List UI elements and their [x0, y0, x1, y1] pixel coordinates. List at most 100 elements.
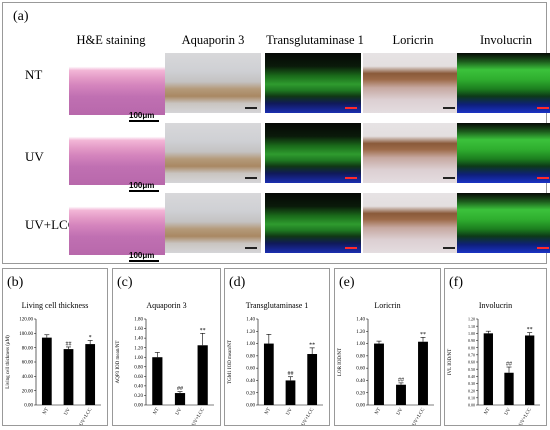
x-tick-label: UV+LCC [192, 407, 207, 425]
bar-chart: AQP3 IOD mean/NT 0.00 0.20 0.40 0.60 0.80 1.00… [116, 318, 214, 425]
significance-marker: ## [177, 386, 183, 392]
x-tick-label: UV+LCC [519, 407, 534, 425]
y-tick-label: 0.70 [468, 352, 475, 357]
mini-scale-bar [245, 107, 257, 109]
mini-scale-bar [443, 177, 455, 179]
mini-scale-bar [537, 107, 549, 109]
bar-uv [174, 393, 186, 405]
y-tick-label: 0.20 [356, 391, 365, 396]
y-tick-label: 0.60 [356, 367, 365, 372]
micrograph-uv-2 [265, 123, 361, 183]
scale-bar [129, 260, 159, 262]
panel-a: (a) H&E staining Aquaporin 3 Transglutam… [2, 2, 550, 264]
mini-scale-bar [345, 177, 357, 179]
y-tick-label: 0.40 [246, 379, 255, 384]
chart-title: Transglutaminase 1 [245, 301, 309, 310]
y-tick-label: 1.20 [468, 317, 475, 322]
x-tick-label: UV [396, 407, 404, 416]
chart-title: Involucrin [478, 301, 513, 310]
y-tick-label: 0.40 [356, 379, 365, 384]
y-axis-label: IVL IOD/NT [448, 349, 453, 375]
bar-nt [263, 343, 274, 405]
micrograph-uv-1 [165, 123, 261, 183]
x-tick-label: NT [153, 408, 161, 416]
column-header-he: H&E staining [76, 33, 146, 47]
x-tick-label: UV [504, 407, 512, 416]
y-axis-label: Living cell thickness (μM) [6, 335, 11, 389]
scale-bar [129, 120, 159, 122]
bar-uv-lcc [307, 354, 318, 405]
significance-marker: ## [506, 362, 512, 368]
scale-bar-label: 100μm [129, 181, 155, 190]
column-header-loricrin: Loricrin [392, 33, 434, 47]
panel-c: (c) Aquaporin 3 AQP3 IOD mean/NT 0.00 0.20 0.… [112, 268, 221, 426]
chart-title: Living cell thickness [21, 301, 89, 310]
significance-marker: * [89, 335, 92, 341]
row-label-uv-lcc: UV+LCC [25, 217, 77, 232]
micrograph-uv-lcc-4 [457, 193, 550, 253]
y-tick-label: 0.00 [24, 404, 33, 409]
x-tick-label: UV+LCC [79, 407, 94, 425]
row-label-nt: NT [25, 67, 43, 82]
mini-scale-bar [345, 247, 357, 249]
x-tick-label: UV [64, 407, 72, 416]
mini-scale-bar [345, 107, 357, 109]
y-tick-label: 0.00 [246, 404, 255, 409]
panel-b: (b) Living cell thickness Living cell thic… [2, 268, 108, 426]
panel-letter: (b) [7, 275, 24, 290]
y-tick-label: 0.60 [246, 367, 255, 372]
x-tick-label: NT [264, 408, 272, 416]
bar-uv-lcc [418, 341, 428, 405]
y-tick-label: 1.60 [134, 327, 143, 332]
x-tick-label: NT [375, 408, 383, 416]
panel-letter: (d) [229, 275, 246, 290]
y-tick-label: 0.80 [246, 354, 255, 359]
mini-scale-bar [245, 247, 257, 249]
micrograph-uv-0 [69, 123, 165, 185]
y-tick-label: 20.00 [22, 389, 34, 394]
bar-nt [152, 357, 163, 405]
y-tick-label: 1.80 [134, 318, 143, 323]
y-tick-label: 0.00 [134, 404, 143, 409]
significance-marker: ## [398, 377, 404, 383]
chart-title: Aquaporin 3 [146, 301, 187, 310]
bar-uv [63, 349, 74, 405]
y-tick-label: 0.80 [468, 345, 475, 350]
y-tick-label: 1.40 [356, 318, 365, 323]
bar-nt [41, 337, 52, 405]
micrograph-nt-4 [457, 53, 550, 113]
mini-scale-bar [537, 177, 549, 179]
significance-marker: ** [200, 328, 206, 334]
y-axis-label: TGM1 IOD mean/NT [228, 340, 233, 384]
scale-bar-label: 100μm [129, 111, 155, 120]
y-tick-label: 100.00 [19, 332, 33, 337]
bar-uv-lcc [197, 345, 208, 405]
bar-chart: IVL IOD/NT 0.00 0.10 0.20 0.30 0.40 0.50 0.60 0.… [448, 317, 540, 425]
y-tick-label: 80.00 [22, 346, 34, 351]
x-tick-label: UV [286, 407, 294, 416]
panel-f: (f) Involucrin IVL IOD/NT 0.00 0.10 0.20 0.30 0… [444, 268, 547, 426]
micrograph-nt-0 [69, 53, 165, 115]
micrograph-uv-lcc-1 [165, 193, 261, 253]
mini-scale-bar [443, 247, 455, 249]
y-axis-label: LOR IOD/NT [338, 348, 343, 376]
micrograph-uv-4 [457, 123, 550, 183]
bar-uv [504, 372, 514, 405]
bar-uv-lcc [525, 335, 535, 405]
bar-chart: LOR IOD/NT 0.00 0.20 0.40 0.60 0.80 1.00 1.20 1.… [338, 318, 434, 425]
y-axis-label: AQP3 IOD mean/NT [116, 341, 121, 384]
column-header-transglutaminase1: Transglutaminase 1 [266, 33, 364, 47]
panel-letter: (c) [117, 275, 133, 290]
bar-nt [374, 343, 384, 405]
y-tick-label: 1.20 [134, 346, 143, 351]
significance-marker: ## [66, 341, 72, 347]
micrograph-uv-lcc-3 [363, 193, 459, 253]
row-label-uv: UV [25, 149, 44, 164]
y-tick-label: 0.40 [134, 384, 143, 389]
y-tick-label: 40.00 [22, 375, 34, 380]
scale-bar [129, 190, 159, 192]
y-tick-label: 0.90 [468, 338, 475, 343]
panel-letter: (f) [449, 275, 463, 290]
scale-bar-label: 100μm [129, 251, 155, 260]
